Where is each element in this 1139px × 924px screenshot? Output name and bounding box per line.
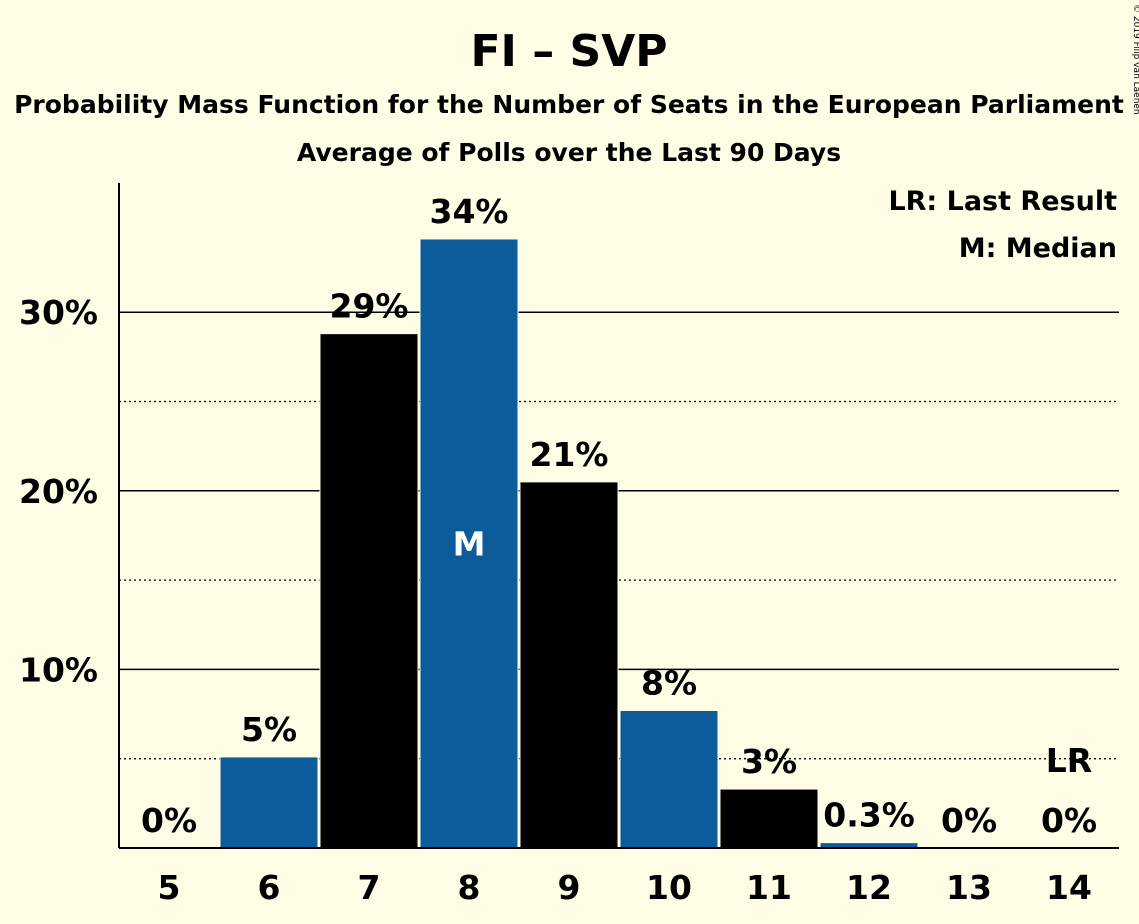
x-tick-label: 13 [946, 868, 992, 907]
data-label: 3% [741, 742, 797, 781]
legend-last-result: LR: Last Result [888, 186, 1117, 217]
y-tick-label: 20% [19, 472, 98, 511]
bar [319, 333, 419, 849]
data-label: 0% [941, 801, 997, 840]
chart-subtitle: Probability Mass Function for the Number… [14, 90, 1124, 119]
bar [419, 238, 519, 849]
bar [619, 709, 719, 849]
last-result-marker: LR [1046, 741, 1092, 780]
data-label: 0.3% [823, 796, 915, 835]
median-marker: M [453, 524, 486, 563]
x-tick-label: 7 [358, 868, 381, 907]
axes [118, 183, 1119, 849]
data-label: 0% [1041, 801, 1097, 840]
x-tick-label: 11 [746, 868, 792, 907]
y-tick-label: 10% [19, 650, 98, 689]
data-label: 8% [641, 663, 697, 702]
data-label: 0% [141, 801, 197, 840]
bar [519, 481, 619, 849]
data-label: 34% [430, 192, 509, 231]
bars [219, 238, 919, 849]
bar [219, 756, 319, 849]
x-tick-label: 9 [558, 868, 581, 907]
data-label: 29% [330, 287, 409, 326]
x-tick-label: 12 [846, 868, 892, 907]
y-tick-label: 30% [19, 293, 98, 332]
data-label: 5% [241, 710, 297, 749]
data-labels: 0% 5 5% 6 29% 7 34% 8 21% 9 8% 10 3% 11 0.3% 12 0% 13 0% 14… [141, 192, 1097, 907]
credit-text: © 2019 Filip van Laenen [1131, 4, 1139, 115]
gridlines: 10% 20% 30% [19, 293, 1119, 760]
x-tick-label: 10 [646, 868, 692, 907]
bar [719, 788, 819, 849]
x-tick-label: 8 [458, 868, 481, 907]
x-tick-label: 14 [1046, 868, 1092, 907]
x-tick-label: 5 [158, 868, 181, 907]
chart-title: FI – SVP [470, 26, 667, 77]
legend-median: M: Median [959, 233, 1117, 264]
x-tick-label: 6 [258, 868, 281, 907]
data-label: 21% [530, 435, 609, 474]
chart-subtitle-2: Average of Polls over the Last 90 Days [297, 138, 841, 167]
